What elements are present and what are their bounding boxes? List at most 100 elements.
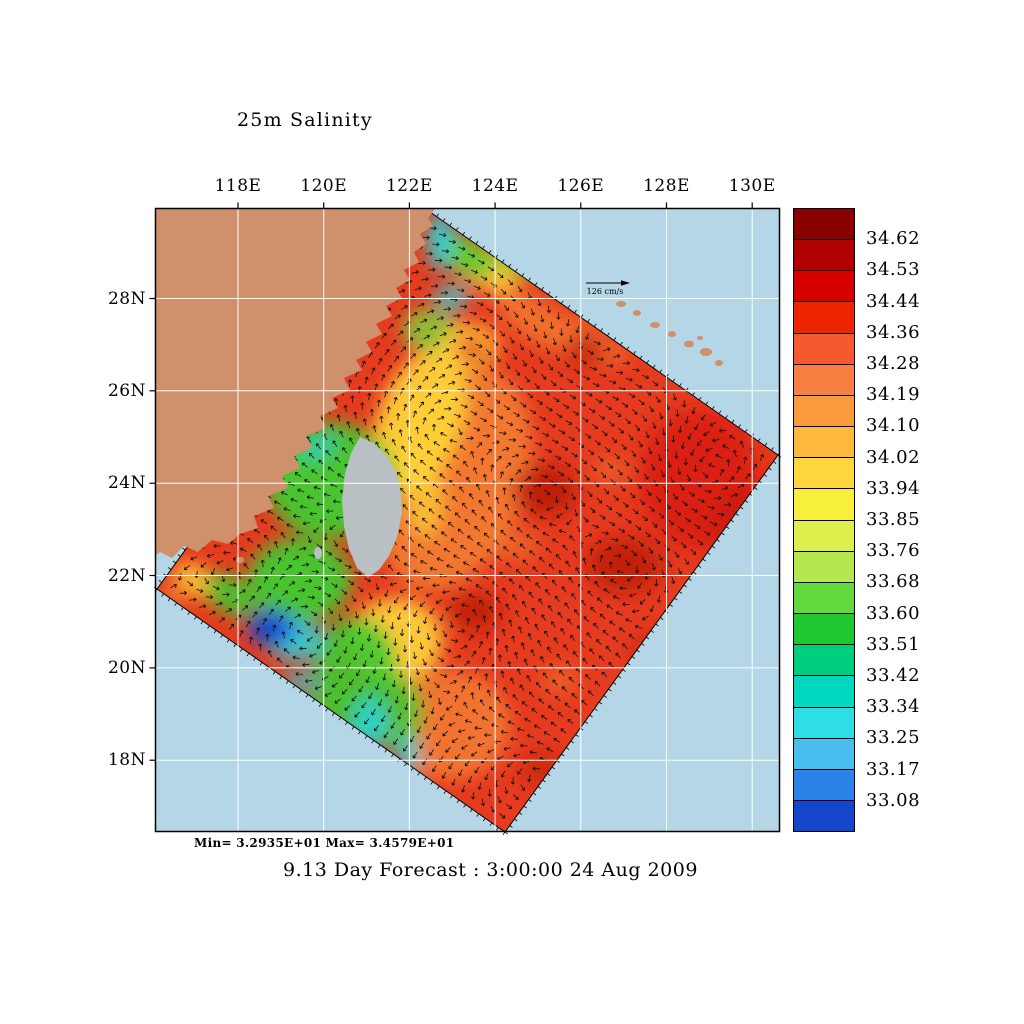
colorbar-tick-label: 33.34 (866, 696, 921, 718)
china-landmass (155, 208, 436, 558)
colorbar-tick-label: 33.60 (866, 602, 921, 624)
domain-edge-tick (627, 662, 631, 666)
domain-edge-tick (674, 597, 678, 601)
domain-edge-tick (633, 351, 636, 355)
domain-edge-tick (305, 694, 309, 698)
colorbar-tick-label: 33.08 (866, 789, 921, 811)
domain-edge-tick (580, 314, 584, 318)
domain-edge-tick (521, 273, 525, 277)
domain-edge-tick (462, 231, 466, 236)
domain-edge-tick (626, 346, 630, 350)
small-islands (236, 216, 723, 563)
domain-edge-tick (641, 643, 645, 646)
lat-tick-label: 20N (107, 657, 146, 678)
domain-edge-tick (617, 675, 622, 679)
colorbar-cell (794, 613, 854, 645)
domain-edge-tick (180, 607, 184, 611)
domain-edge-tick (207, 625, 210, 629)
domain-edge-tick (331, 712, 335, 716)
domain-edge-tick (417, 772, 420, 776)
domain-edge-tick (423, 776, 427, 781)
domain-edge-tick (508, 263, 512, 268)
colorbar-tick-label: 34.36 (866, 321, 921, 343)
domain-edge-tick (534, 282, 538, 286)
domain-edge-tick (504, 831, 509, 835)
lon-tick-label: 124E (471, 176, 519, 196)
domain-edge-tick (771, 447, 774, 451)
colorbar (793, 208, 855, 832)
colorbar-cell (794, 426, 854, 458)
domain-edge-tick (528, 277, 531, 282)
domain-edge-tick (598, 701, 603, 705)
colorbar-cell (794, 768, 854, 800)
domain-edge-tick (567, 305, 571, 309)
domain-edge-tick (253, 657, 256, 661)
domain-edge-tick (161, 593, 164, 597)
colorbar-tick-label: 33.76 (866, 540, 921, 562)
domain-edge-tick (600, 328, 604, 332)
domain-edge-tick (358, 730, 361, 735)
taiwan-island (342, 437, 402, 577)
colorbar-tick-label: 34.28 (866, 353, 921, 374)
domain-edge-tick (469, 236, 472, 240)
domain-edge-tick (450, 795, 453, 799)
colorbar-tick-label: 33.17 (866, 758, 921, 780)
domain-edge-tick (613, 682, 617, 685)
plot-title: 25m Salinity (237, 109, 373, 131)
domain-edge-tick (613, 337, 617, 341)
lon-tick-label: 118E (214, 176, 262, 196)
colorbar-cell (794, 239, 854, 271)
colorbar-cell (794, 550, 854, 582)
domain-edge-tick (652, 364, 656, 369)
forecast-caption: 9.13 Day Forecast : 3:00:00 24 Aug 2009 (283, 859, 698, 881)
domain-edge-tick (364, 735, 368, 739)
domain-edge-tick (645, 636, 650, 640)
colorbar-cell (794, 270, 854, 302)
domain-edge-tick (730, 519, 735, 523)
domain-edge-tick (496, 827, 499, 831)
domain-edge-tick (371, 740, 375, 744)
domain-edge-tick (351, 726, 355, 730)
domain-edge-tick (213, 630, 217, 634)
domain-edge-tick (660, 617, 664, 620)
domain-edge-tick (436, 213, 439, 217)
domain-edge-tick (692, 392, 695, 396)
lon-tick-label: 130E (728, 176, 776, 196)
domain-edge-tick (678, 591, 683, 594)
domain-edge-tick (565, 747, 570, 750)
domain-edge-tick (541, 286, 544, 291)
domain-edge-tick (285, 680, 289, 684)
domain-edge-tick (639, 355, 643, 359)
colorbar-cell (794, 394, 854, 427)
lon-tick-label: 126E (557, 176, 605, 196)
domain-edge-tick (547, 291, 551, 295)
domain-edge-tick (240, 648, 243, 652)
domain-edge-tick (279, 675, 283, 680)
domain-edge-tick (226, 639, 230, 643)
domain-edge-tick (768, 467, 772, 471)
domain-edge-tick (489, 822, 493, 826)
domain-edge-tick (764, 442, 768, 447)
domain-edge-tick (744, 428, 748, 433)
colorbar-tick-label: 33.25 (866, 727, 921, 749)
colorbar-tick-label: 33.85 (866, 509, 921, 530)
reference-vector-arrowhead (621, 280, 630, 286)
domain-edge-tick (707, 552, 711, 555)
colorbar-tick-label: 34.44 (866, 290, 921, 312)
domain-edge-tick (299, 689, 302, 693)
domain-edge-tick (233, 643, 237, 648)
domain-edge-tick (518, 812, 523, 815)
domain-edge-tick (456, 799, 460, 804)
domain-edge-tick (168, 567, 172, 570)
domain-edge-tick (556, 760, 560, 763)
domain-edge-tick (587, 318, 590, 323)
domain-edge-tick (482, 817, 486, 822)
colorbar-cell (794, 363, 854, 395)
colorbar-tick-label: 33.94 (866, 477, 921, 499)
domain-edge-tick (167, 597, 171, 602)
colorbar-tick-label: 34.62 (866, 228, 921, 250)
domain-edge-tick (646, 360, 650, 364)
domain-edge-tick (442, 218, 446, 222)
domain-edge-tick (754, 487, 758, 490)
domain-edge-tick (345, 721, 348, 726)
